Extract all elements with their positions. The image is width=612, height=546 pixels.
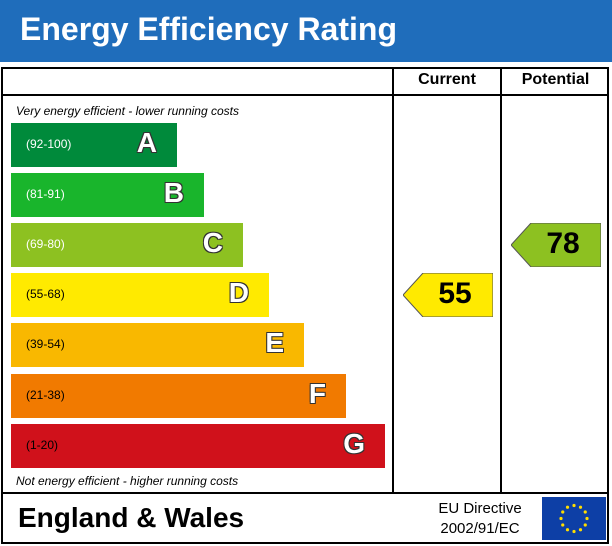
rating-band-c: (69-80) C: [11, 223, 243, 267]
band-letter-label: A: [136, 127, 157, 158]
potential-arrow-shape: [511, 223, 601, 267]
eu-flag-icon: [542, 497, 606, 540]
eu-flag-star: [559, 516, 563, 521]
band-range-label: (39-54): [26, 337, 65, 351]
band-letter-label: C: [202, 227, 223, 258]
footer-divider: [1, 492, 609, 494]
eu-flag-star: [565, 528, 570, 532]
eu-directive: EU Directive 2002/91/EC: [425, 499, 535, 539]
band-letter-label: E: [265, 327, 284, 358]
band-range-label: (1-20): [26, 438, 59, 452]
column-header-current: Current: [418, 71, 476, 88]
header-row-divider: [1, 94, 609, 96]
note-bottom: Not energy efficient - higher running co…: [16, 474, 239, 488]
eu-flag-star: [583, 523, 587, 527]
band-letter-label: F: [308, 378, 326, 409]
band-letter-label: G: [343, 428, 365, 459]
eu-flag-star: [561, 510, 565, 514]
region-label: England & Wales: [18, 502, 245, 533]
eu-flag-star: [585, 516, 589, 521]
eu-flag-star: [578, 528, 583, 532]
directive-line-2: 2002/91/EC: [440, 520, 520, 537]
chart-title: Energy Efficiency Rating: [20, 11, 397, 47]
current-arrow-shape: [403, 273, 493, 317]
band-range-label: (55-68): [26, 287, 65, 301]
eu-flag-star: [583, 510, 587, 514]
rating-band-g: (1-20) G: [11, 424, 385, 468]
current-rating-arrow: 55: [403, 273, 493, 317]
column-header-potential: Potential: [521, 71, 590, 88]
header-bar: Energy Efficiency Rating: [0, 0, 612, 62]
band-range-label: (92-100): [26, 137, 72, 151]
rating-band-d: (55-68) D: [11, 273, 269, 317]
directive-line-1: EU Directive: [438, 500, 522, 517]
current-rating-value: 55: [438, 277, 472, 310]
note-top: Very energy efficient - lower running co…: [16, 104, 239, 118]
rating-band-f: (21-38) F: [11, 374, 346, 418]
column-divider-current: [392, 67, 394, 494]
band-range-label: (81-91): [26, 187, 65, 201]
potential-rating-arrow: 78: [511, 223, 601, 267]
rating-frame: [1, 67, 609, 544]
eu-flag-star: [572, 503, 576, 508]
band-range-label: (21-38): [26, 388, 65, 402]
eu-flag-star: [578, 505, 583, 509]
rating-band-b: (81-91) B: [11, 173, 204, 217]
band-range-label: (69-80): [26, 237, 65, 251]
potential-rating-value: 78: [546, 227, 580, 260]
rating-band-e: (39-54) E: [11, 323, 304, 367]
eu-flag-star: [561, 523, 565, 527]
eu-flag-star: [572, 529, 576, 534]
eu-flag-star: [565, 505, 570, 509]
band-letter-label: D: [228, 277, 249, 308]
band-letter-label: B: [163, 177, 184, 208]
column-divider-potential: [500, 67, 502, 494]
rating-band-a: (92-100) A: [11, 123, 177, 167]
